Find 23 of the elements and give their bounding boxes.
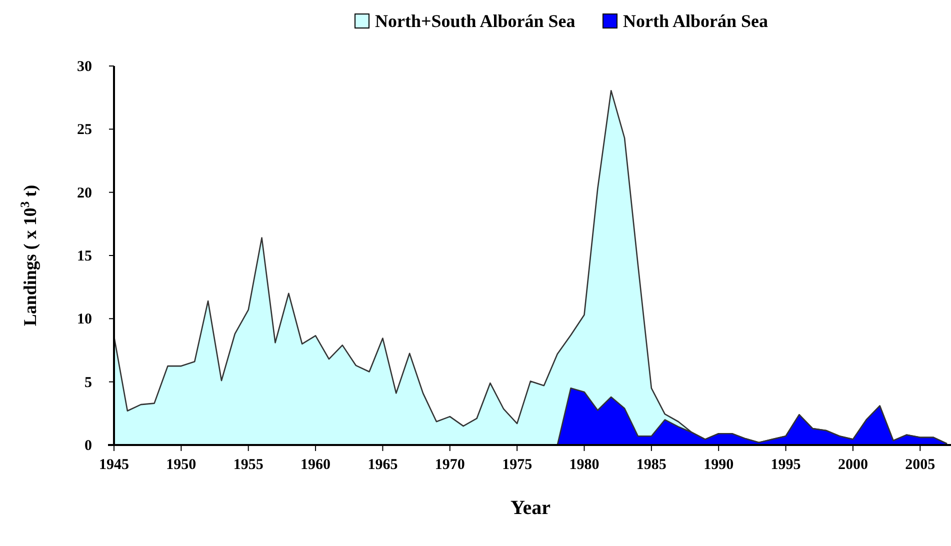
x-tick-label: 1970 — [434, 457, 465, 473]
x-tick-label: 2000 — [838, 457, 868, 473]
y-tick-label: 20 — [77, 185, 92, 202]
x-tick-label: 1975 — [502, 457, 532, 473]
y-tick-label: 5 — [84, 374, 92, 391]
x-tick-label: 1945 — [99, 457, 129, 473]
x-tick-label: 1960 — [300, 457, 331, 473]
legend-label: North Alborán Sea — [623, 11, 768, 31]
x-tick-label: 1985 — [636, 457, 666, 473]
y-tick-label: 25 — [77, 122, 92, 138]
x-axis-title: Year — [510, 497, 551, 519]
x-tick-label: 1955 — [233, 457, 264, 473]
y-tick-label: 10 — [77, 312, 92, 328]
y-tick-label: 30 — [77, 59, 92, 75]
y-tick-label: 15 — [77, 248, 92, 264]
x-tick-label: 1995 — [770, 457, 801, 473]
legend-label: North+South Alborán Sea — [375, 11, 576, 31]
y-tick-label: 0 — [84, 438, 92, 454]
x-tick-label: 1965 — [368, 457, 398, 473]
x-tick-label: 2005 — [905, 457, 936, 473]
x-tick-label: 1950 — [166, 457, 196, 473]
x-tick-label: 1980 — [569, 457, 600, 473]
x-tick-label: 1990 — [704, 457, 734, 473]
